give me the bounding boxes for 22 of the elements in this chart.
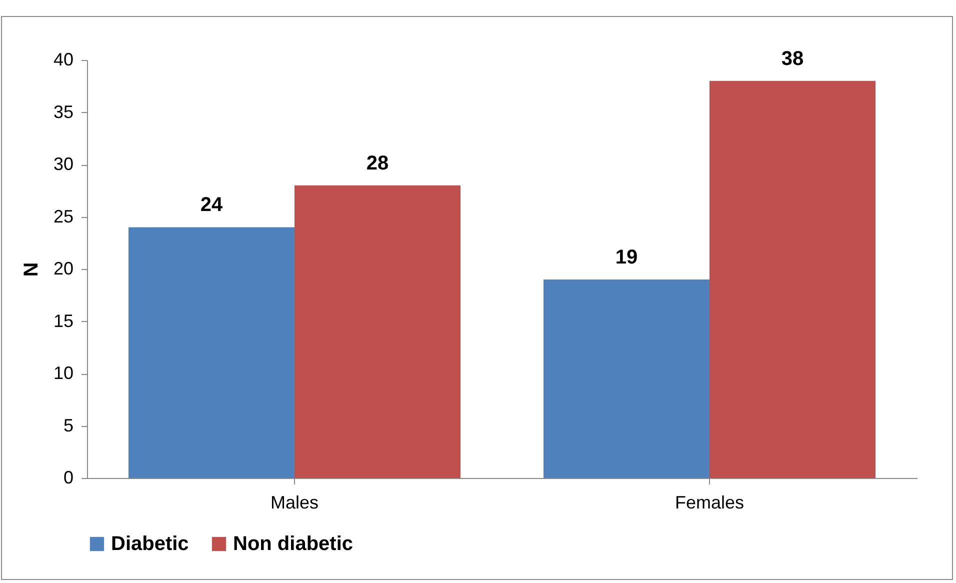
bar bbox=[710, 80, 876, 478]
bar bbox=[544, 279, 710, 478]
y-tick-label: 10 bbox=[53, 363, 74, 383]
bar bbox=[294, 185, 460, 478]
data-label: 19 bbox=[615, 246, 638, 268]
x-tick-label: Females bbox=[674, 492, 744, 512]
y-tick-label: 35 bbox=[53, 102, 74, 122]
y-tick-label: 20 bbox=[53, 258, 74, 278]
y-tick-label: 30 bbox=[53, 154, 74, 174]
bar bbox=[128, 227, 294, 478]
y-tick-label: 40 bbox=[53, 50, 74, 70]
y-axis-title: N bbox=[20, 262, 42, 277]
legend-label: Diabetic bbox=[111, 533, 189, 555]
data-label: 24 bbox=[200, 194, 224, 216]
x-tick-label: Males bbox=[270, 492, 319, 512]
y-tick-label: 25 bbox=[53, 206, 74, 226]
data-label: 38 bbox=[781, 48, 804, 70]
data-label: 28 bbox=[366, 152, 389, 174]
legend-label: Non diabetic bbox=[233, 533, 354, 555]
y-tick-label: 5 bbox=[63, 415, 74, 436]
y-tick-label: 0 bbox=[63, 468, 74, 488]
y-tick-label: 15 bbox=[53, 310, 74, 331]
